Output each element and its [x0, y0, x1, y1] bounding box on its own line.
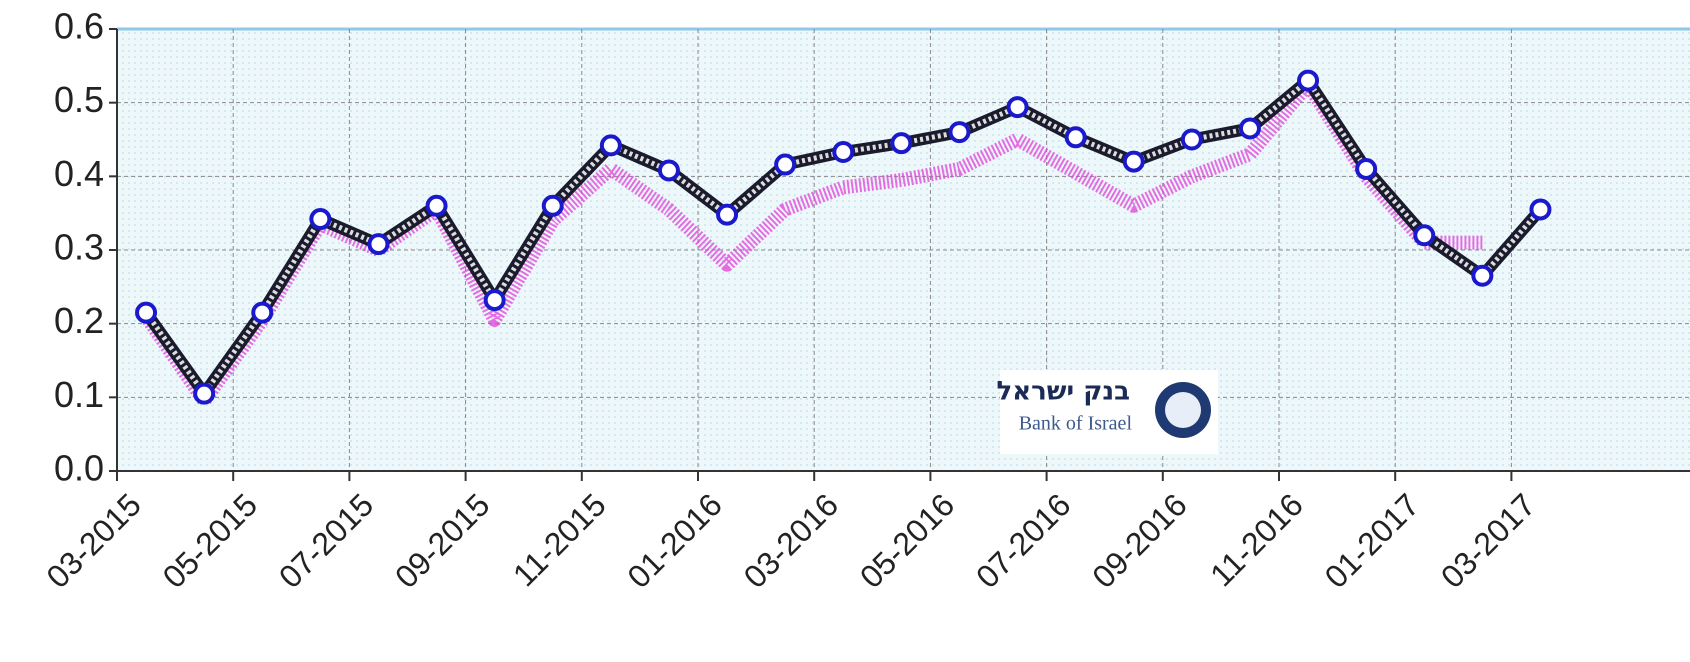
- point: [135, 301, 158, 324]
- x-tick-label: 07-2016: [969, 486, 1077, 594]
- x-tick-label: 05-2015: [156, 486, 264, 594]
- point: [483, 289, 506, 312]
- x-tick-label: 03-2017: [1434, 486, 1542, 594]
- logo-english: Bank of Israel: [1019, 413, 1133, 435]
- y-tick-label: 0.2: [54, 300, 104, 341]
- y-tick-label: 0.0: [54, 448, 104, 489]
- point: [1238, 117, 1261, 140]
- point: [1471, 264, 1494, 287]
- y-tick-label: 0.3: [54, 227, 104, 268]
- point: [367, 233, 390, 256]
- y-tick-label: 0.1: [54, 374, 104, 415]
- point: [193, 382, 216, 405]
- logo-hebrew: בנק ישראל: [996, 377, 1130, 407]
- x-tick-label: 03-2016: [737, 486, 845, 594]
- point: [541, 194, 564, 217]
- x-tick-label: 01-2017: [1318, 486, 1426, 594]
- logo-emblem-inner: [1165, 392, 1201, 428]
- point: [832, 141, 855, 164]
- point: [1355, 157, 1378, 180]
- series-line: [140, 77, 1483, 409]
- point: [599, 134, 622, 157]
- point: [948, 121, 971, 144]
- x-tick-label: 11-2016: [1203, 486, 1310, 593]
- point: [1006, 96, 1029, 119]
- x-tick-label: 11-2015: [506, 486, 613, 593]
- point: [716, 203, 739, 226]
- point: [1122, 150, 1145, 173]
- y-tick-label: 0.4: [54, 153, 104, 194]
- point: [657, 159, 680, 182]
- x-tick-label: 09-2015: [388, 486, 496, 594]
- point: [1297, 69, 1320, 92]
- point: [1529, 198, 1552, 221]
- point: [425, 194, 448, 217]
- y-tick-label: 0.6: [54, 6, 104, 47]
- point: [309, 208, 332, 231]
- x-tick-label: 05-2016: [853, 486, 961, 594]
- x-tick-label: 07-2015: [272, 486, 380, 594]
- point: [1180, 128, 1203, 151]
- x-tick-label: 03-2015: [39, 486, 147, 594]
- point: [890, 132, 913, 155]
- point: [1413, 224, 1436, 247]
- point: [251, 301, 274, 324]
- x-tick-label: 09-2016: [1085, 486, 1193, 594]
- y-tick-label: 0.5: [54, 79, 104, 120]
- point: [1064, 126, 1087, 149]
- x-tick-label: 01-2016: [620, 486, 728, 594]
- logo: בנק ישראל Bank of Israel: [996, 370, 1218, 454]
- point: [774, 153, 797, 176]
